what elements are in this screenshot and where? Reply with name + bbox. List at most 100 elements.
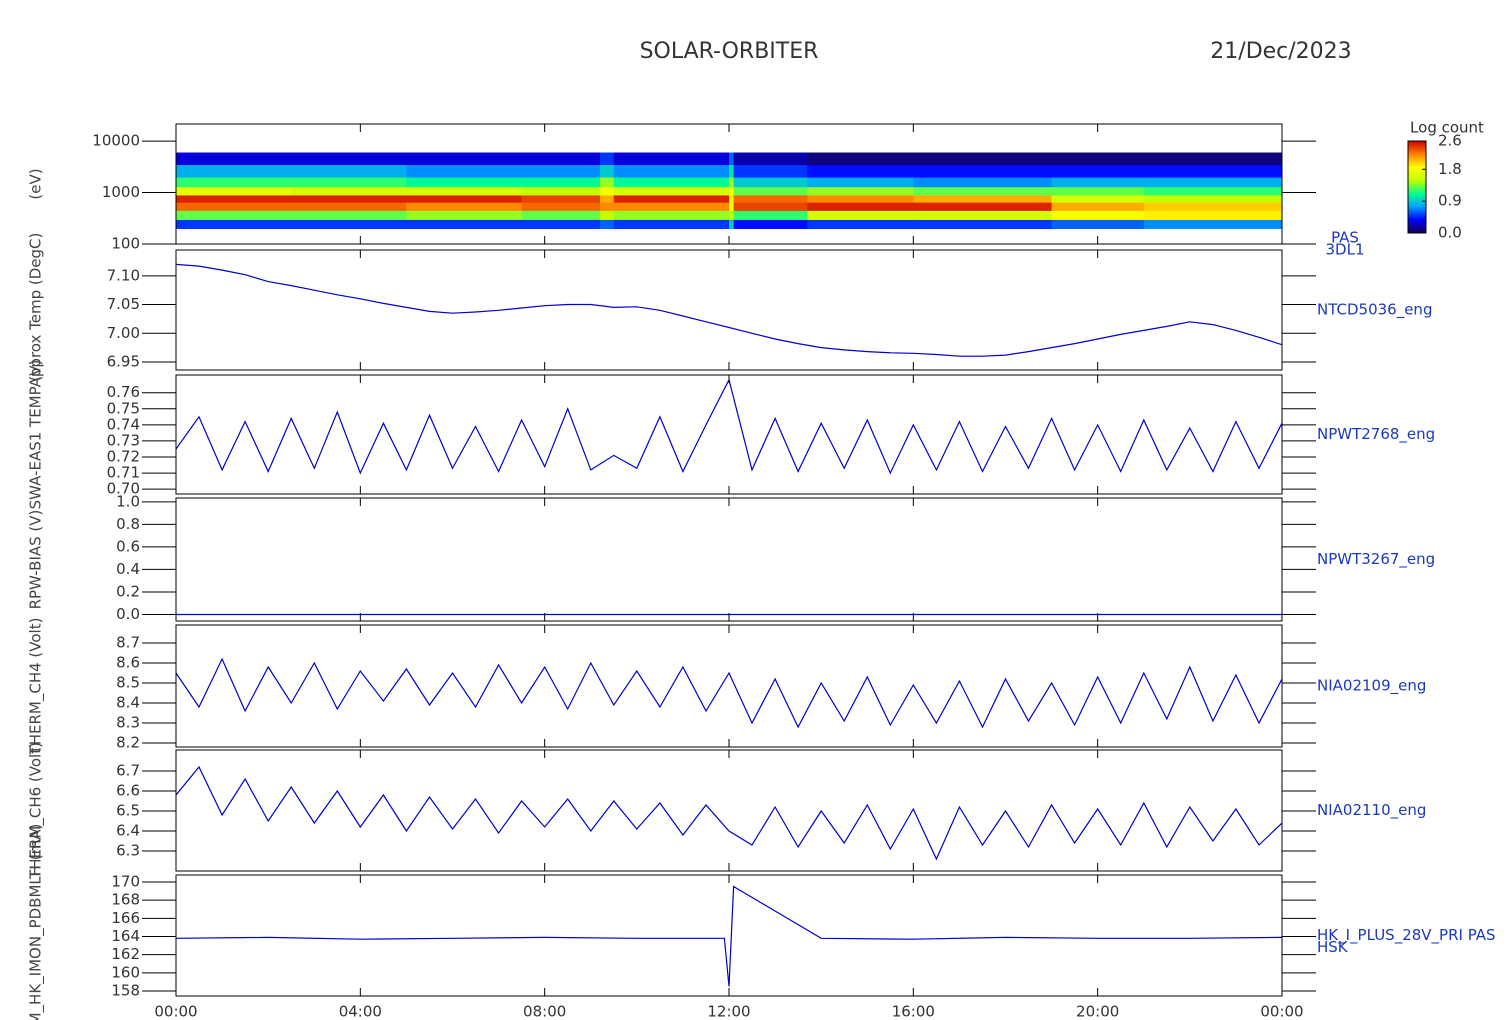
colorbar-tick-label: 0.0 [1438, 224, 1462, 242]
heat-cell [1143, 210, 1282, 220]
heat-cell [521, 152, 601, 166]
y-tick-label: 0.0 [116, 605, 140, 623]
y-tick-label: 100 [111, 235, 140, 253]
y-tick-label: 0.75 [107, 399, 140, 417]
x-tick-label: 16:00 [892, 1003, 935, 1020]
y-tick-label: 1000 [102, 183, 140, 201]
heat-cell [291, 194, 407, 203]
heat-cell [807, 152, 914, 166]
right-label: NPWT3267_eng [1317, 550, 1435, 569]
plot-area [176, 885, 1282, 987]
heat-cell [406, 202, 523, 211]
heat-cell [729, 210, 735, 220]
heat-cell [913, 186, 1053, 196]
heat-cell [807, 194, 914, 203]
y-tick-label: 6.7 [116, 762, 140, 780]
plot-area [176, 657, 1282, 729]
y-tick-label: 170 [111, 872, 140, 890]
x-tick-label: 00:00 [154, 1003, 197, 1020]
heat-cell [729, 186, 735, 196]
heat-cell [521, 186, 601, 196]
right-label: NTCD5036_eng [1317, 301, 1432, 320]
x-tick-label: 04:00 [339, 1003, 382, 1020]
heat-cell [733, 164, 808, 178]
y-tick-label: 8.3 [116, 714, 140, 732]
y-tick-label: 164 [111, 927, 140, 945]
heat-cell [613, 219, 730, 230]
y-tick-label: 7.05 [107, 295, 140, 313]
y-tick-label: 166 [111, 909, 140, 927]
heat-cell [521, 177, 601, 188]
y-tick-label: 8.7 [116, 634, 140, 652]
heat-cell [1051, 177, 1145, 188]
heat-cell [599, 164, 615, 178]
heat-cell [729, 177, 735, 188]
heat-cell [599, 202, 615, 211]
x-tick-label: 20:00 [1076, 1003, 1119, 1020]
panel-frame [175, 249, 1283, 371]
heat-cell [729, 164, 735, 178]
series-line [176, 885, 1282, 987]
y-axis-label: RPW-BIAS (V) [27, 510, 45, 610]
heat-cell [807, 219, 914, 230]
heat-cell [807, 210, 914, 220]
y-tick-label: 158 [111, 982, 140, 1000]
heat-cell [733, 210, 808, 220]
y-tick-label: 8.4 [116, 694, 140, 712]
heat-cell [176, 219, 292, 230]
heat-cell [521, 164, 601, 178]
heat-cell [1143, 194, 1282, 203]
heat-cell [729, 152, 735, 166]
panel: 6.95 7.00 7.05 7.10 NTCD5036_eng Approx Temp … [27, 233, 1433, 388]
heat-cell [291, 164, 407, 178]
x-tick-label: 12:00 [707, 1003, 750, 1020]
heat-cell [733, 186, 808, 196]
y-tick-label: 0.4 [116, 560, 140, 578]
heat-cell [613, 177, 730, 188]
plot-area [176, 378, 1282, 475]
heat-cell [599, 152, 615, 166]
heat-cell [406, 219, 523, 230]
y-tick-label: 0.73 [107, 431, 140, 449]
heat-cell [1143, 186, 1282, 196]
heat-cell [1051, 186, 1145, 196]
heat-cell [406, 164, 523, 178]
heat-cell [807, 164, 914, 178]
y-tick-label: 160 [111, 963, 140, 981]
heat-cell [176, 194, 292, 203]
x-tick-label: 00:00 [1260, 1003, 1303, 1020]
y-tick-label: 7.00 [107, 324, 140, 342]
right-label: 3DL1 [1326, 241, 1365, 259]
heat-cell [807, 177, 914, 188]
heat-cell [291, 186, 407, 196]
y-tick-label: 0.72 [107, 448, 140, 466]
heat-cell [291, 152, 407, 166]
heat-cell [291, 202, 407, 211]
heat-cell [1143, 164, 1282, 178]
panel-frame [175, 497, 1283, 622]
panel-frame [175, 874, 1283, 997]
heat-cell [406, 194, 523, 203]
heat-cell [913, 202, 1053, 211]
plot-area [176, 152, 1282, 230]
heat-cell [729, 202, 735, 211]
x-tick-label: 08:00 [523, 1003, 566, 1020]
heat-cell [733, 152, 808, 166]
heat-cell [521, 194, 601, 203]
heat-cell [291, 177, 407, 188]
heat-cell [807, 186, 914, 196]
heat-cell [1051, 202, 1145, 211]
heat-cell [1051, 194, 1145, 203]
y-tick-label: 6.5 [116, 802, 140, 820]
colorbar-tick-label: 0.9 [1438, 192, 1462, 210]
panel-frame [175, 123, 1283, 245]
heat-cell [1143, 219, 1282, 230]
series-line [176, 657, 1282, 729]
y-tick-label: 6.4 [116, 822, 140, 840]
heat-cell [733, 194, 808, 203]
heat-cell [406, 177, 523, 188]
heat-cell [521, 202, 601, 211]
heat-cell [406, 186, 523, 196]
